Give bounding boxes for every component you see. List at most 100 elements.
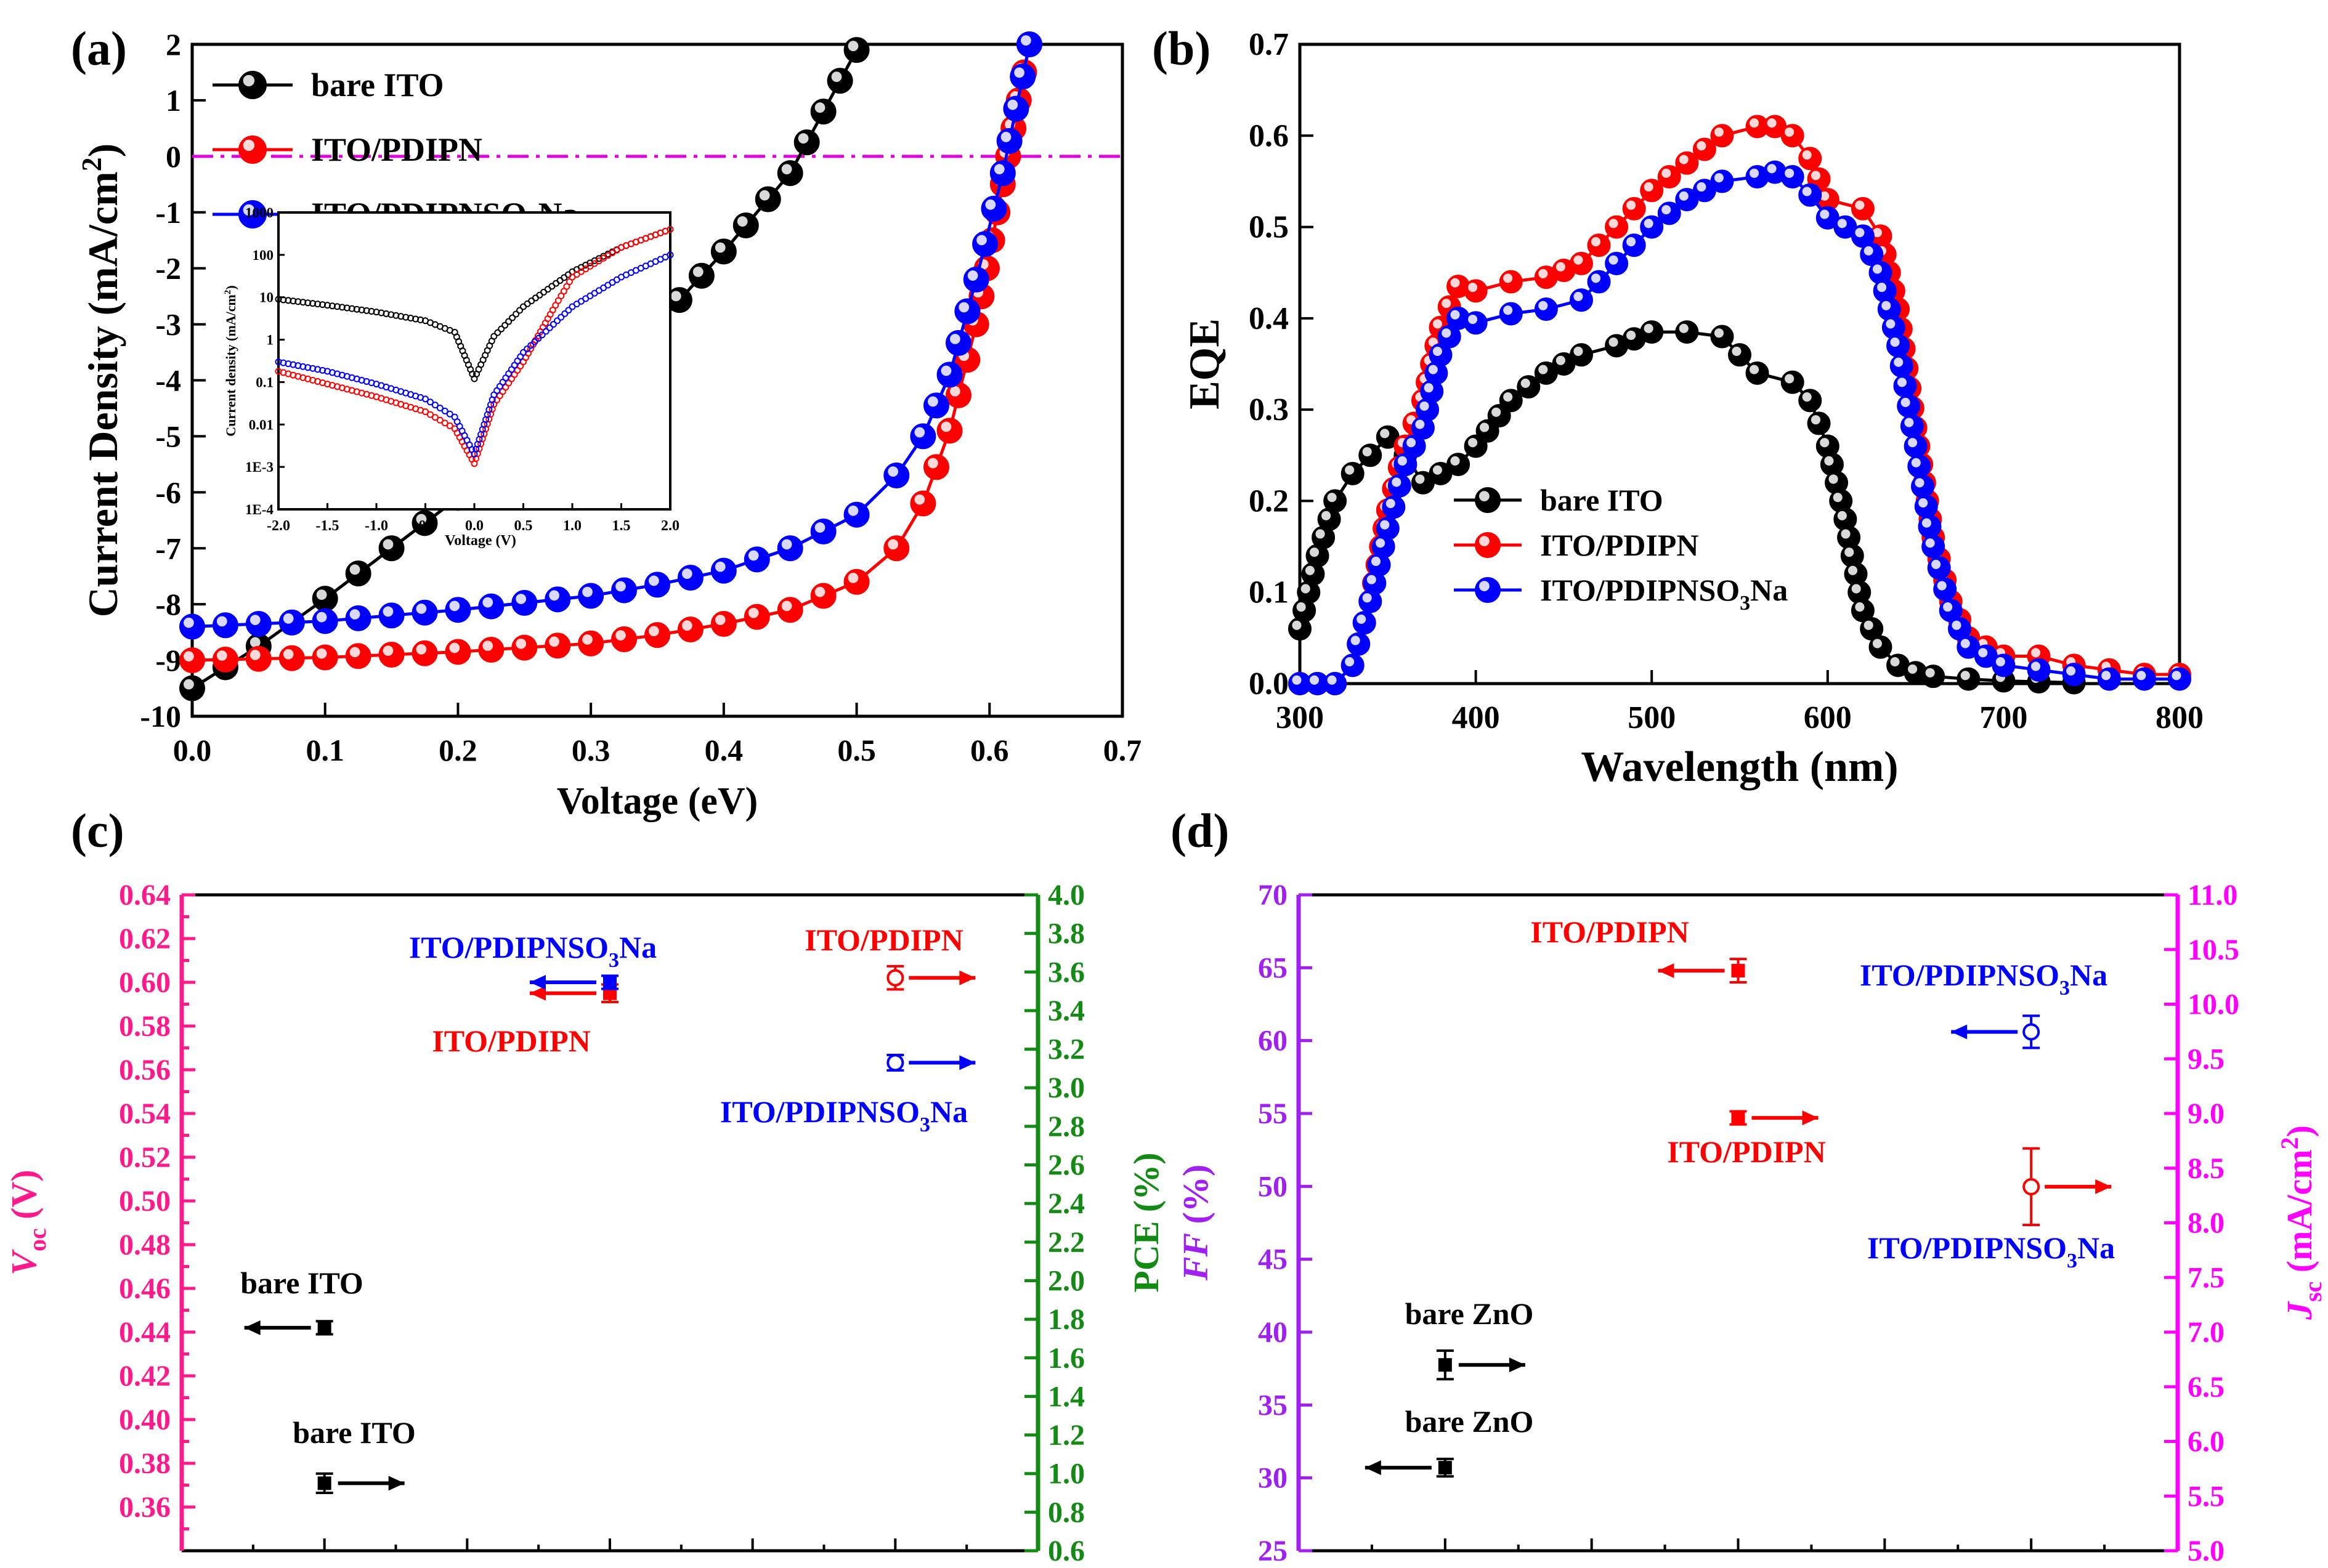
panel-a-series-0-point xyxy=(688,262,715,289)
panel-b-series-0-point xyxy=(1728,343,1751,367)
inset-series-2-point xyxy=(535,334,542,342)
panel-c-left-tick-label: 0.36 xyxy=(119,1491,171,1524)
panel-a-series-2-point xyxy=(578,583,604,609)
panel-b-series-0-point xyxy=(1358,443,1382,467)
panel-b-series-0-point xyxy=(1323,489,1347,513)
panel-b-series-1-point xyxy=(1780,124,1804,148)
panel-c-right-tick-label: 3.6 xyxy=(1048,956,1085,988)
panel-c-arrow-left xyxy=(530,985,596,1001)
panel-d-arrow-right xyxy=(1751,1110,1819,1126)
panel-a-series-0-point xyxy=(777,160,803,187)
panel-b-series-0-point xyxy=(1552,352,1576,376)
panel-d-left-tick-label: 55 xyxy=(1258,1097,1288,1130)
inset-y-tick-label: 10 xyxy=(259,290,274,305)
panel-c-left-tick-label: 0.38 xyxy=(119,1447,171,1480)
panel-d-right-tick-label: 5.5 xyxy=(2188,1480,2225,1513)
panel-c-right-tick-label: 3.8 xyxy=(1048,918,1085,950)
panel-c-left-tick-label: 0.52 xyxy=(119,1141,171,1174)
panel-b-series-2-point xyxy=(1889,354,1913,378)
panel-c-left-tick-label: 0.62 xyxy=(119,923,171,955)
panel-a-series-1-point xyxy=(278,645,305,671)
panel-a-series-0-point xyxy=(378,535,405,562)
panel-b-series-2-point xyxy=(1918,514,1942,538)
panel-b-series-2-point xyxy=(1763,160,1787,184)
panel-a-x-tick-label: 0.0 xyxy=(173,733,212,767)
panel-b-series-2-point xyxy=(1352,611,1376,635)
panel-a-series-0-point xyxy=(755,186,781,212)
panel-b-series-0-point xyxy=(1837,525,1861,549)
panel-a-series-1-point xyxy=(883,535,910,562)
panel-a-x-tick-label: 0.3 xyxy=(572,733,610,767)
panel-b-series-1-point xyxy=(1675,151,1699,175)
panel-b-series-0-point xyxy=(1807,411,1831,435)
panel-c-left-tick-label: 0.56 xyxy=(119,1054,171,1086)
panel-b-series-2-point xyxy=(1393,453,1417,477)
panel-b-series-0-point xyxy=(1868,635,1892,659)
panel-b-series-0-point xyxy=(1446,453,1470,477)
panel-d-annotation: ITO/PDIPNSO3Na xyxy=(1867,1231,2115,1272)
panel-d-arrow-left xyxy=(1365,1460,1432,1476)
inset-series-2-point xyxy=(550,321,557,328)
panel-b-series-1-point xyxy=(1763,115,1787,139)
panel-a-y-tick-label: 1 xyxy=(166,83,181,118)
panel-b-legend-marker xyxy=(1475,487,1501,513)
panel-b-series-2-point xyxy=(1288,672,1312,695)
inset-x-tick-label: 1.5 xyxy=(612,518,631,534)
panel-a-series-1-point xyxy=(412,640,438,666)
panel-a-series-2-point xyxy=(179,613,205,640)
panel-b-series-2-point xyxy=(2132,667,2156,691)
panel-a-series-1-point xyxy=(843,568,870,595)
panel-c-arrow-right xyxy=(909,1055,976,1070)
panel-a-series-2-point xyxy=(378,602,405,629)
panel-a-series-2-point xyxy=(954,298,981,325)
panel-b-series-2-point xyxy=(1534,297,1558,321)
panel-a-series-2-point xyxy=(1016,31,1042,57)
panel-d-right-tick-label: 9.5 xyxy=(2188,1043,2225,1075)
panel-d-right-tick-label: 9.0 xyxy=(2188,1097,2225,1130)
panel-a-series-2-point xyxy=(545,586,571,613)
inset-y-tick-label: 100 xyxy=(253,248,274,263)
panel-a-series-2-point xyxy=(312,608,338,634)
panel-a-series-1-point xyxy=(936,418,963,444)
panel-c-left-tick-label: 0.64 xyxy=(119,879,171,911)
panel-d-right-tick-label: 7.0 xyxy=(2188,1316,2225,1349)
panel-b-legend-label: bare ITO xyxy=(1540,483,1663,517)
panel-c-arrow-left xyxy=(530,975,596,990)
panel-a-series-2-point xyxy=(278,609,305,636)
panel-b-series-2-point xyxy=(2168,667,2191,691)
panel-a-series-1-point xyxy=(478,637,505,663)
panel-a-y-tick-label: 0 xyxy=(166,139,181,174)
panel-d-letter: (d) xyxy=(1170,804,1229,857)
panel-a-series-1-point xyxy=(212,646,238,673)
panel-b-series-2-point xyxy=(1382,495,1406,519)
panel-a-series-2-point xyxy=(989,160,1016,187)
panel-d-left-label: FF (%) xyxy=(1175,1165,1215,1282)
panel-a-series-1-point xyxy=(545,632,571,659)
panel-b-series-1-point xyxy=(1640,179,1664,203)
panel-c-right-tick-label: 3.0 xyxy=(1048,1072,1085,1104)
panel-b-series-2-point xyxy=(1904,434,1928,458)
panel-b-series-2-point xyxy=(1347,632,1371,656)
panel-d-left-tick-label: 70 xyxy=(1258,879,1288,911)
panel-b-series-2-point xyxy=(1376,516,1400,540)
inset-series-2-point xyxy=(531,338,538,346)
panel-d-annotation: bare ZnO xyxy=(1405,1404,1534,1439)
panel-a-series-2-point xyxy=(996,127,1023,154)
panel-a-series-0-point xyxy=(345,560,371,587)
panel-d-right-tick-label: 7.5 xyxy=(2188,1261,2225,1294)
panel-a-series-1-point xyxy=(611,626,638,652)
panel-b-series-2-point xyxy=(1323,672,1347,695)
panel-d-right-tick-label: 6.5 xyxy=(2188,1371,2225,1404)
panel-d-right-tick-label: 10.5 xyxy=(2188,934,2239,966)
inset-series-2-point xyxy=(561,310,569,317)
inset-series-0-point xyxy=(498,325,505,333)
panel-b-series-2-point xyxy=(1367,553,1391,577)
inset-series-2-point xyxy=(524,346,531,353)
panel-b-series-2-point xyxy=(1833,215,1857,239)
inset-series-2-point xyxy=(554,317,561,325)
panel-b-series-2-point xyxy=(1605,251,1629,275)
inset-series-2-point xyxy=(546,324,553,331)
panel-d-left-tick-label: 30 xyxy=(1258,1462,1288,1495)
panel-b-x-tick-label: 600 xyxy=(1804,700,1852,735)
